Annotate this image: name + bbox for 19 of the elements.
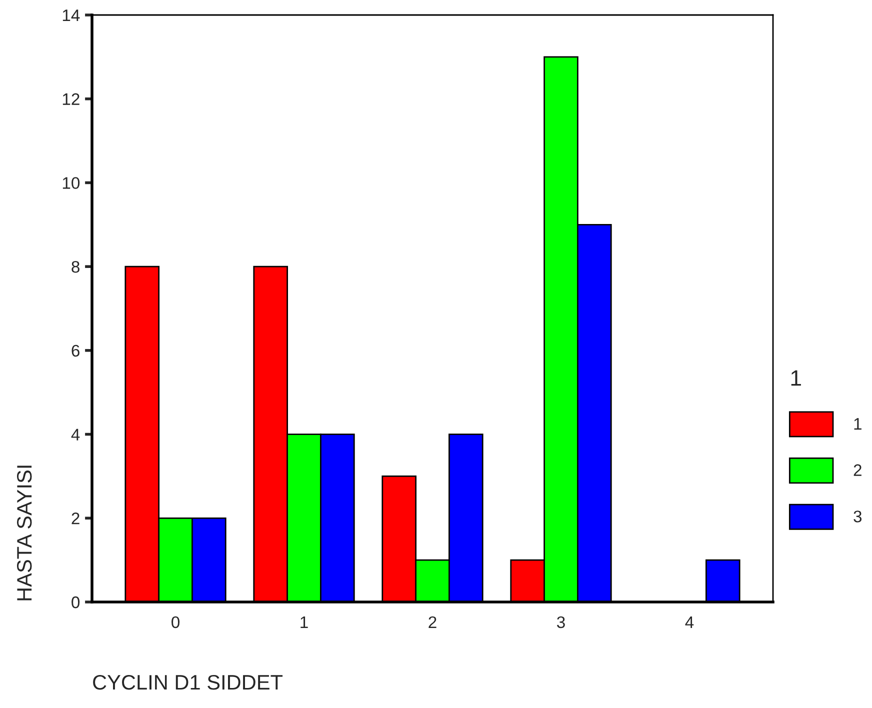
x-tick-label: 1 — [300, 616, 308, 628]
x-tick-label: 3 — [556, 616, 565, 628]
y-tick-label: 2 — [72, 512, 80, 524]
legend-title: 1 — [791, 370, 801, 386]
x-axis-title: CYCLIN D1 SIDDET — [93, 674, 283, 690]
legend-label: 1 — [854, 418, 862, 430]
x-tick-label: 0 — [172, 616, 180, 628]
y-tick-label: 4 — [71, 428, 80, 440]
y-tick-label: 6 — [72, 344, 80, 357]
y-tick-label: 12 — [62, 93, 80, 105]
legend-label: 2 — [854, 464, 862, 476]
x-tick-label: 2 — [428, 616, 436, 628]
legend-label: 3 — [854, 510, 862, 522]
y-tick-label: 0 — [72, 596, 80, 608]
y-tick-label: 8 — [72, 260, 80, 273]
x-tick-label: 4 — [685, 616, 694, 628]
y-axis-title: HASTA SAYISI — [17, 466, 32, 600]
y-tick-label: 10 — [62, 177, 80, 189]
y-tick-label: 14 — [62, 10, 80, 22]
